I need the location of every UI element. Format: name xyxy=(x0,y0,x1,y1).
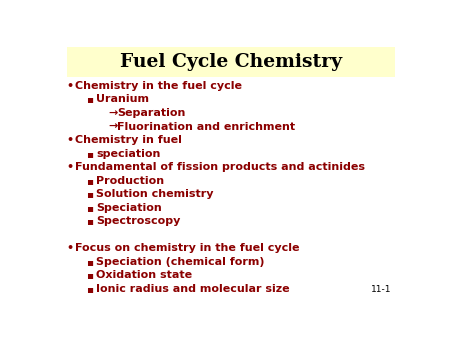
Text: ▪: ▪ xyxy=(86,94,93,104)
Bar xyxy=(67,47,395,77)
Text: Production: Production xyxy=(96,176,165,186)
Text: ▪: ▪ xyxy=(86,270,93,280)
Text: Fundamental of fission products and actinides: Fundamental of fission products and acti… xyxy=(76,162,365,172)
Text: ▪: ▪ xyxy=(86,189,93,199)
Text: ▪: ▪ xyxy=(86,284,93,294)
Text: Chemistry in fuel: Chemistry in fuel xyxy=(76,135,182,145)
Text: ▪: ▪ xyxy=(86,176,93,186)
Text: •: • xyxy=(67,81,74,91)
Text: Fluorination and enrichment: Fluorination and enrichment xyxy=(117,121,295,131)
Text: Fuel Cycle Chemistry: Fuel Cycle Chemistry xyxy=(120,53,342,71)
Text: ▪: ▪ xyxy=(86,203,93,213)
Text: →: → xyxy=(108,108,118,118)
Text: Chemistry in the fuel cycle: Chemistry in the fuel cycle xyxy=(76,81,243,91)
Text: Solution chemistry: Solution chemistry xyxy=(96,189,214,199)
Text: Focus on chemistry in the fuel cycle: Focus on chemistry in the fuel cycle xyxy=(76,243,300,253)
Text: ▪: ▪ xyxy=(86,257,93,267)
Text: •: • xyxy=(67,243,74,253)
Text: Speciation (chemical form): Speciation (chemical form) xyxy=(96,257,265,267)
Text: Oxidation state: Oxidation state xyxy=(96,270,193,280)
Text: •: • xyxy=(67,135,74,145)
Text: Separation: Separation xyxy=(117,108,186,118)
Text: speciation: speciation xyxy=(96,149,161,159)
Text: Ionic radius and molecular size: Ionic radius and molecular size xyxy=(96,284,290,294)
Text: Speciation: Speciation xyxy=(96,203,162,213)
Text: ▪: ▪ xyxy=(86,216,93,226)
Text: Uranium: Uranium xyxy=(96,94,149,104)
Text: Spectroscopy: Spectroscopy xyxy=(96,216,181,226)
Text: →: → xyxy=(108,121,118,131)
Text: •: • xyxy=(67,162,74,172)
Text: ▪: ▪ xyxy=(86,149,93,159)
Text: 11-1: 11-1 xyxy=(370,285,391,294)
